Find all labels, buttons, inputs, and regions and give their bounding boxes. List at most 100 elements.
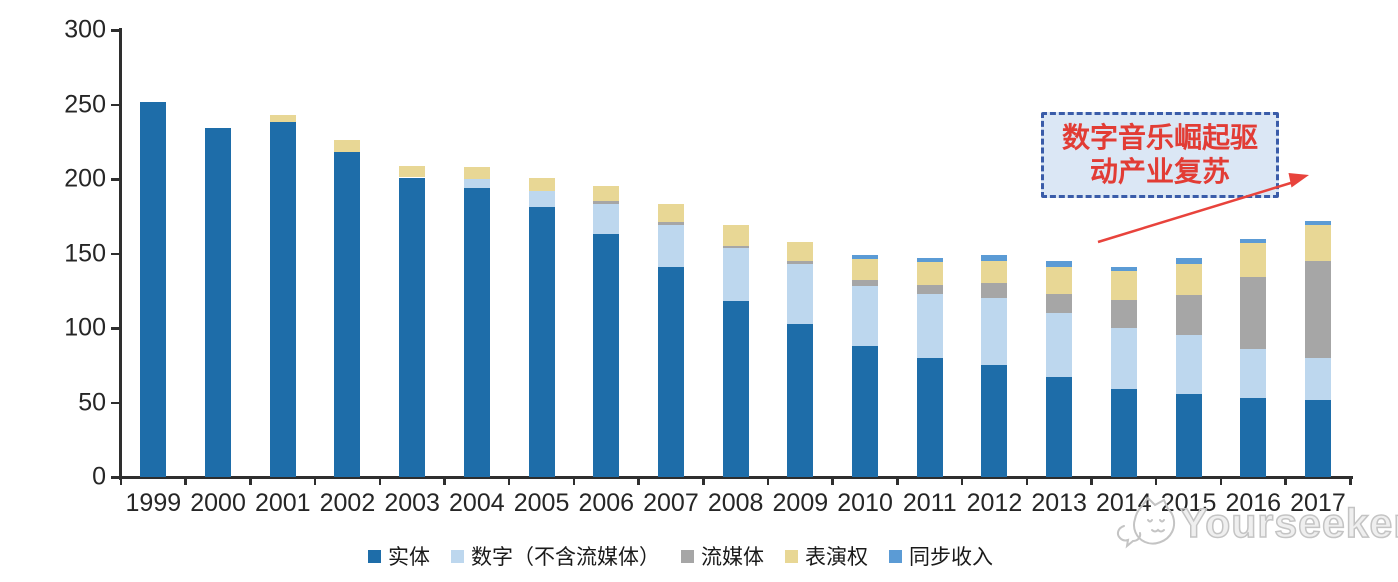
x-tick	[896, 477, 899, 485]
bar-segment-2016-streaming	[1240, 277, 1267, 349]
bar-segment-2008-physical	[722, 301, 749, 477]
annotation-text-line1: 数字音乐崛起驱	[1061, 122, 1258, 153]
x-tick	[1154, 477, 1158, 485]
bar-segment-2017-streaming	[1304, 260, 1331, 358]
y-tick	[111, 29, 119, 32]
legend-swatch-performance-rights	[785, 549, 798, 563]
legend-swatch-digital-excl-streaming	[451, 549, 464, 563]
bar-segment-2011-digital-excl-streaming	[916, 293, 943, 358]
bar-segment-2008-streaming	[722, 246, 749, 248]
x-tick	[1349, 477, 1352, 485]
bar-segment-2007-physical	[657, 266, 684, 477]
bar-segment-2009-streaming	[787, 260, 814, 264]
legend-label-physical: 实体	[388, 546, 430, 569]
y-axis-label: 100	[64, 313, 106, 342]
bar-segment-2013-performance-rights	[1046, 266, 1073, 294]
y-tick	[111, 401, 119, 404]
bar-segment-2013-digital-excl-streaming	[1046, 313, 1073, 378]
legend-item-sync-revenue: 同步收入	[889, 541, 993, 571]
bar-segment-2006-streaming	[593, 201, 620, 205]
bar-segment-2017-physical	[1304, 399, 1331, 477]
bar-segment-2001-performance-rights	[269, 114, 296, 123]
x-tick	[960, 477, 964, 485]
bar-segment-2004-digital-excl-streaming	[463, 179, 490, 188]
legend-label-digital-excl-streaming: 数字（不含流媒体）	[471, 546, 660, 569]
bar-segment-2015-performance-rights	[1175, 263, 1202, 296]
bar-segment-2006-digital-excl-streaming	[593, 204, 620, 235]
bar-segment-2000-physical	[205, 128, 232, 477]
y-axis-line	[119, 28, 122, 480]
bar-segment-2004-performance-rights	[463, 167, 490, 179]
legend-swatch-sync-revenue	[889, 549, 902, 563]
x-axis-line	[119, 476, 1353, 479]
x-axis-label-2007: 2007	[643, 489, 699, 517]
legend: 实体 数字（不含流媒体） 流媒体 表演权 同步收入	[368, 541, 993, 571]
bar-segment-2015-streaming	[1175, 295, 1202, 336]
bar-segment-2010-performance-rights	[852, 259, 879, 281]
bar-segment-2012-performance-rights	[981, 260, 1008, 284]
bar-segment-2001-physical	[269, 122, 296, 477]
x-axis-label-2009: 2009	[772, 489, 829, 517]
bar-segment-2005-performance-rights	[528, 177, 555, 191]
legend-item-streaming: 流媒体	[681, 541, 764, 571]
bar-segment-2010-physical	[852, 345, 879, 477]
y-axis-label: 150	[64, 239, 106, 267]
x-tick	[313, 477, 317, 485]
annotation-callout-box: 数字音乐崛起驱 动产业复苏	[1041, 112, 1279, 198]
bar-segment-2011-sync-revenue	[916, 257, 943, 263]
x-axis-label-2002: 2002	[319, 489, 376, 517]
bar-segment-2011-performance-rights	[916, 262, 943, 285]
bar-segment-2007-streaming	[657, 222, 684, 226]
bar-segment-2003-physical	[399, 177, 426, 477]
bar-segment-2011-physical	[916, 357, 943, 477]
bar-segment-2016-performance-rights	[1240, 243, 1267, 278]
bar-segment-2014-streaming	[1110, 299, 1137, 328]
bar-segment-2014-digital-excl-streaming	[1110, 328, 1137, 390]
x-axis-label-2000: 2000	[190, 489, 246, 517]
bar-segment-2012-digital-excl-streaming	[981, 298, 1008, 366]
x-tick	[1219, 477, 1223, 485]
x-tick	[1025, 477, 1029, 485]
bar-segment-2012-physical	[981, 365, 1008, 477]
bar-segment-2015-physical	[1175, 393, 1202, 477]
x-tick	[1090, 477, 1093, 485]
bar-segment-2004-physical	[463, 187, 490, 477]
legend-swatch-physical	[368, 549, 381, 563]
x-tick	[507, 477, 511, 485]
x-tick	[766, 477, 770, 485]
bar-segment-2013-streaming	[1046, 293, 1073, 314]
y-tick	[111, 178, 119, 181]
x-tick	[637, 477, 640, 485]
bar-segment-2010-streaming	[852, 280, 879, 287]
bar-segment-2010-digital-excl-streaming	[852, 286, 879, 346]
bar-segment-2013-physical	[1046, 377, 1073, 477]
bar-segment-2008-performance-rights	[722, 225, 749, 247]
y-axis-label: 200	[64, 164, 106, 193]
bar-segment-2014-performance-rights	[1110, 271, 1137, 300]
bar-segment-2007-performance-rights	[657, 204, 684, 223]
x-axis-label-1999: 1999	[125, 489, 182, 517]
bar-segment-2005-digital-excl-streaming	[528, 190, 555, 208]
bar-segment-2017-sync-revenue	[1304, 220, 1331, 226]
legend-item-performance-rights: 表演权	[785, 541, 868, 571]
x-axis-label-2011: 2011	[902, 489, 957, 517]
bar-segment-2014-physical	[1110, 389, 1137, 477]
x-axis-label-2010: 2010	[837, 489, 893, 517]
y-tick	[111, 103, 119, 106]
x-axis-label-2005: 2005	[513, 489, 570, 517]
bar-segment-1999-physical	[140, 101, 167, 477]
bar-segment-2017-digital-excl-streaming	[1304, 357, 1331, 400]
bar-segment-2006-physical	[593, 234, 620, 477]
x-tick	[443, 477, 446, 485]
y-tick	[111, 252, 119, 255]
bar-segment-2002-performance-rights	[334, 140, 361, 153]
x-tick	[249, 477, 252, 485]
legend-label-sync-revenue: 同步收入	[909, 546, 993, 569]
bar-segment-2003-performance-rights	[399, 165, 426, 178]
bar-segment-2016-sync-revenue	[1240, 238, 1267, 244]
bar-segment-2009-physical	[787, 323, 814, 477]
bar-segment-2016-digital-excl-streaming	[1240, 348, 1267, 399]
bar-segment-2005-physical	[528, 207, 555, 477]
y-tick	[111, 327, 119, 330]
y-axis-label: 50	[78, 388, 106, 416]
